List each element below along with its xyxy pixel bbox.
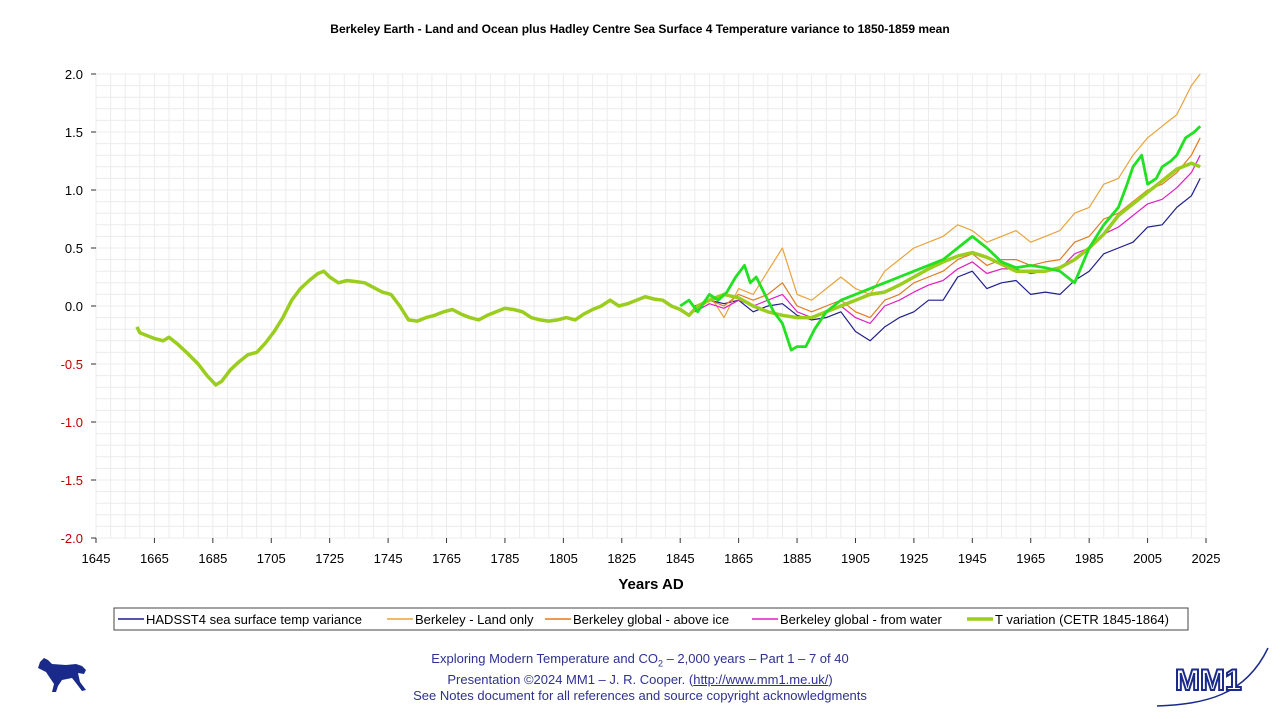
y-tick-label: 0.0	[65, 299, 83, 314]
x-tick-label: 1665	[140, 551, 169, 566]
series-line-hadsst	[694, 178, 1201, 342]
x-tick-label: 1645	[82, 551, 111, 566]
y-axis: 2.0 1.5 1.0 0.5 0.0 -0.5 -1.0 -1.5 -2.0	[61, 67, 96, 546]
legend-box	[113, 607, 1189, 631]
x-tick-label: 1785	[490, 551, 519, 566]
footer-line-1: Exploring Modern Temperature and CO2 – 2…	[300, 651, 980, 672]
legend-label-land: Berkeley - Land only	[415, 612, 534, 627]
y-tick-label: -2.0	[61, 531, 83, 546]
footer-line-1-text: Exploring Modern Temperature and CO	[431, 651, 658, 666]
series-line-above_ice	[694, 137, 1201, 319]
x-tick-label: 1805	[549, 551, 578, 566]
x-tick-label: 1865	[724, 551, 753, 566]
y-tick-label: -0.5	[61, 357, 83, 372]
x-tick-label: 1845	[666, 551, 695, 566]
x-axis-label: Years AD	[618, 576, 683, 593]
logo-text: MM1	[1175, 664, 1242, 697]
grid	[95, 73, 1207, 539]
y-tick-label: 0.5	[65, 241, 83, 256]
footer-line-2-suffix: )	[828, 671, 833, 687]
x-axis: 1645 1665 1685 1705 1725 1745 1765 1785 1805 1825…	[82, 538, 1221, 566]
legend-label-above_ice: Berkeley global - above ice	[573, 612, 729, 627]
legend-label-hadsst: HADSST4 sea surface temp variance	[146, 612, 362, 627]
footer-line-2: Presentation ©2024 MM1 – J. R. Cooper. (…	[300, 672, 980, 688]
x-tick-label: 2025	[1192, 551, 1221, 566]
x-tick-label: 1705	[257, 551, 286, 566]
footer-line-1-suffix: – 2,000 years – Part 1 – 7 of 40	[662, 651, 849, 666]
y-tick-label: -1.0	[61, 415, 83, 430]
x-tick-label: 1725	[315, 551, 344, 566]
y-tick-label: 1.0	[65, 183, 83, 198]
chart-title: Berkeley Earth - Land and Ocean plus Had…	[330, 22, 949, 36]
series-line-water	[694, 154, 1201, 324]
x-tick-label: 1825	[607, 551, 636, 566]
dog-logo-icon	[38, 658, 86, 692]
x-tick-label: 1885	[783, 551, 812, 566]
x-tick-label: 1765	[432, 551, 461, 566]
footer-website-link[interactable]: http://www.mm1.me.uk/	[693, 671, 829, 687]
x-tick-label: 1745	[374, 551, 403, 566]
x-tick-label: 1965	[1016, 551, 1045, 566]
footer-line-3: See Notes document for all references an…	[413, 687, 867, 703]
series-line-land	[694, 73, 1201, 319]
mm1-logo: MM1	[1156, 647, 1269, 707]
y-tick-label: -1.5	[61, 473, 83, 488]
series-line-green_bright	[679, 125, 1202, 352]
footer: Exploring Modern Temperature and CO2 – 2…	[300, 651, 980, 704]
series-line-cetr	[135, 161, 1201, 387]
x-tick-label: 1905	[841, 551, 870, 566]
y-tick-label: 2.0	[65, 67, 83, 82]
legend-label-cetr: T variation (CETR 1845-1864)	[995, 612, 1169, 627]
x-tick-label: 1985	[1075, 551, 1104, 566]
legend-label-water: Berkeley global - from water	[780, 612, 943, 627]
x-tick-label: 1685	[198, 551, 227, 566]
series-group	[135, 73, 1202, 387]
logo-curve	[1156, 647, 1269, 707]
x-tick-label: 1925	[899, 551, 928, 566]
y-tick-label: 1.5	[65, 125, 83, 140]
legend: HADSST4 sea surface temp variance Berkele…	[113, 607, 1189, 631]
x-tick-label: 2005	[1133, 551, 1162, 566]
x-tick-label: 1945	[958, 551, 987, 566]
footer-line-2-text: Presentation ©2024 MM1 – J. R. Cooper. (	[447, 671, 694, 687]
footer-co2-subscript: 2	[657, 658, 663, 669]
